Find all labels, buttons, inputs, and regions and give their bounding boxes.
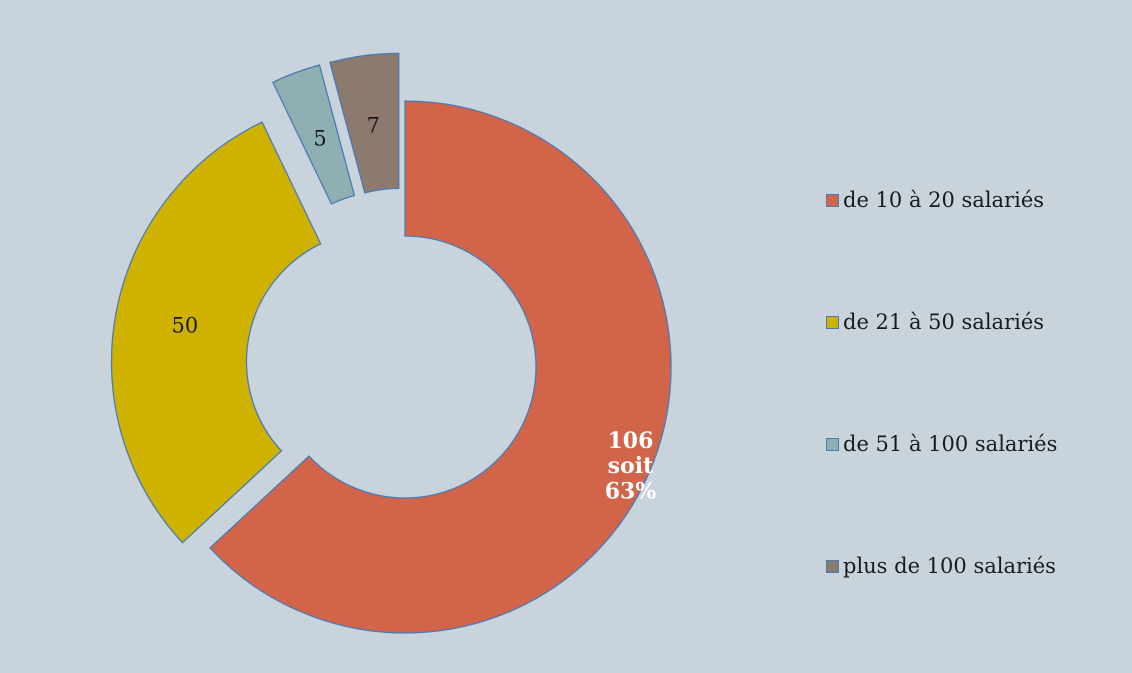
legend-item-1: de 10 à 20 salariés: [826, 185, 1057, 215]
legend-swatch-3: [826, 437, 839, 451]
legend-label-1: de 10 à 20 salariés: [843, 188, 1045, 212]
legend-label-3: de 51 à 100 salariés: [843, 432, 1058, 456]
donut-chart: 106 soit 63% 50 5 7 de 10 à 20 salariés de 21…: [110, 52, 1057, 634]
legend-item-2: de 21 à 50 salariés: [826, 307, 1057, 337]
data-label-2: 50: [172, 314, 199, 338]
legend-swatch-1: [826, 193, 839, 207]
donut-slice-3: [272, 64, 356, 205]
data-label-4: 7: [366, 113, 379, 137]
legend-swatch-4: [826, 559, 839, 573]
legend: de 10 à 20 salariés de 21 à 50 salariés …: [826, 185, 1057, 673]
legend-item-3: de 51 à 100 salariés: [826, 429, 1057, 459]
legend-swatch-2: [826, 315, 839, 329]
legend-label-4: plus de 100 salariés: [843, 554, 1056, 578]
legend-item-4: plus de 100 salariés: [826, 551, 1057, 581]
data-label-3: 5: [313, 127, 326, 151]
donut-chart-svg: 106 soit 63% 50 5 7: [110, 52, 672, 634]
data-label-1: 106 soit 63%: [605, 428, 657, 505]
donut-slice-4: [329, 52, 400, 194]
donut-slice-2: [110, 121, 322, 544]
donut-slice-1: [209, 100, 672, 634]
legend-label-2: de 21 à 50 salariés: [843, 310, 1045, 334]
